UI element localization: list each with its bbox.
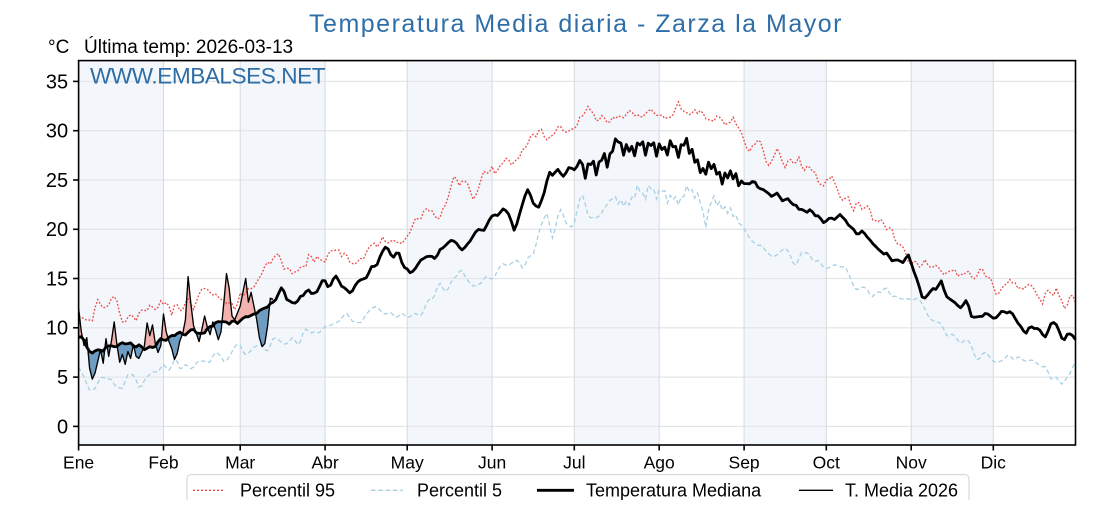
svg-text:20: 20	[46, 219, 68, 241]
svg-text:Ago: Ago	[644, 453, 675, 473]
svg-text:Sep: Sep	[729, 453, 760, 473]
svg-text:Temperatura Media diaria - Zar: Temperatura Media diaria - Zarza la Mayo…	[309, 10, 843, 38]
svg-text:Abr: Abr	[311, 453, 338, 473]
svg-text:Jun: Jun	[478, 453, 506, 473]
svg-text:Mar: Mar	[225, 453, 255, 473]
svg-text:Dic: Dic	[981, 453, 1007, 473]
svg-text:°C: °C	[48, 37, 69, 58]
svg-text:5: 5	[57, 367, 68, 389]
svg-text:25: 25	[46, 170, 68, 192]
svg-text:Última temp: 2026-03-13: Última temp: 2026-03-13	[84, 36, 293, 58]
svg-text:Jul: Jul	[563, 453, 585, 473]
svg-text:10: 10	[46, 318, 68, 340]
svg-text:Percentil 95: Percentil 95	[240, 481, 335, 500]
svg-text:15: 15	[46, 268, 68, 290]
svg-text:WWW.EMBALSES.NET: WWW.EMBALSES.NET	[90, 64, 326, 89]
svg-text:May: May	[391, 453, 424, 473]
svg-text:T. Media 2026: T. Media 2026	[845, 481, 958, 500]
svg-text:Percentil 5: Percentil 5	[417, 481, 502, 500]
svg-text:Ene: Ene	[63, 453, 94, 473]
svg-text:Feb: Feb	[148, 453, 178, 473]
svg-text:Oct: Oct	[813, 453, 840, 473]
svg-text:Nov: Nov	[896, 453, 927, 473]
svg-text:30: 30	[46, 121, 68, 143]
svg-text:0: 0	[57, 416, 68, 438]
svg-text:35: 35	[46, 71, 68, 93]
svg-text:Temperatura Mediana: Temperatura Mediana	[586, 481, 762, 500]
